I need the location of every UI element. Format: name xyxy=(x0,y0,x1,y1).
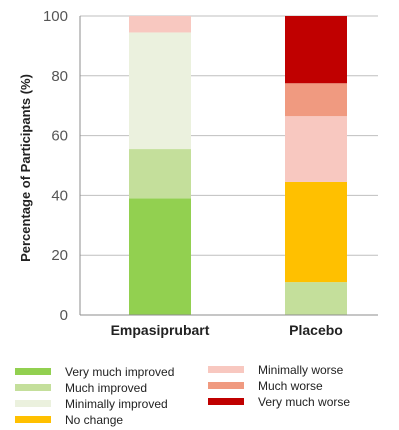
legend-label: Much improved xyxy=(65,381,147,395)
y-tick-label: 100 xyxy=(43,8,68,25)
legend-label: Minimally worse xyxy=(258,363,344,377)
bar-segment xyxy=(285,83,347,117)
legend-label: No change xyxy=(65,413,123,427)
legend-swatch xyxy=(15,384,51,391)
legend-swatch xyxy=(208,398,244,405)
bar-segment xyxy=(129,149,191,199)
bar-segment xyxy=(285,282,347,315)
legend-swatch xyxy=(208,366,244,373)
y-axis-label: Percentage of Participants (%) xyxy=(18,74,33,262)
bar-segment xyxy=(129,32,191,150)
y-tick-label: 40 xyxy=(51,187,68,204)
legend-swatch xyxy=(208,382,244,389)
y-tick-label: 0 xyxy=(60,307,68,324)
bar-segment xyxy=(285,181,347,283)
bar-segment xyxy=(285,16,347,84)
bar-segment xyxy=(285,116,347,182)
x-category-label: Placebo xyxy=(289,322,343,338)
legend-swatch xyxy=(15,368,51,375)
bar-segment xyxy=(129,198,191,315)
legend-label: Very much improved xyxy=(65,365,174,379)
legend-label: Much worse xyxy=(258,379,323,393)
x-category-label: Empasiprubart xyxy=(111,322,210,338)
legend-label: Minimally improved xyxy=(65,397,168,411)
legend: Very much improved Much improved Minimally… xyxy=(15,363,350,427)
legend-swatch xyxy=(15,400,51,407)
legend-swatch xyxy=(15,416,51,423)
legend-label: Very much worse xyxy=(258,395,350,409)
bar-segment xyxy=(129,16,191,33)
y-tick-label: 60 xyxy=(51,128,68,145)
y-tick-label: 80 xyxy=(51,68,68,85)
y-tick-label: 20 xyxy=(51,247,68,264)
axes: 0 20 40 60 80 100 Empasiprubart Placebo xyxy=(43,8,378,338)
bars xyxy=(129,16,347,315)
